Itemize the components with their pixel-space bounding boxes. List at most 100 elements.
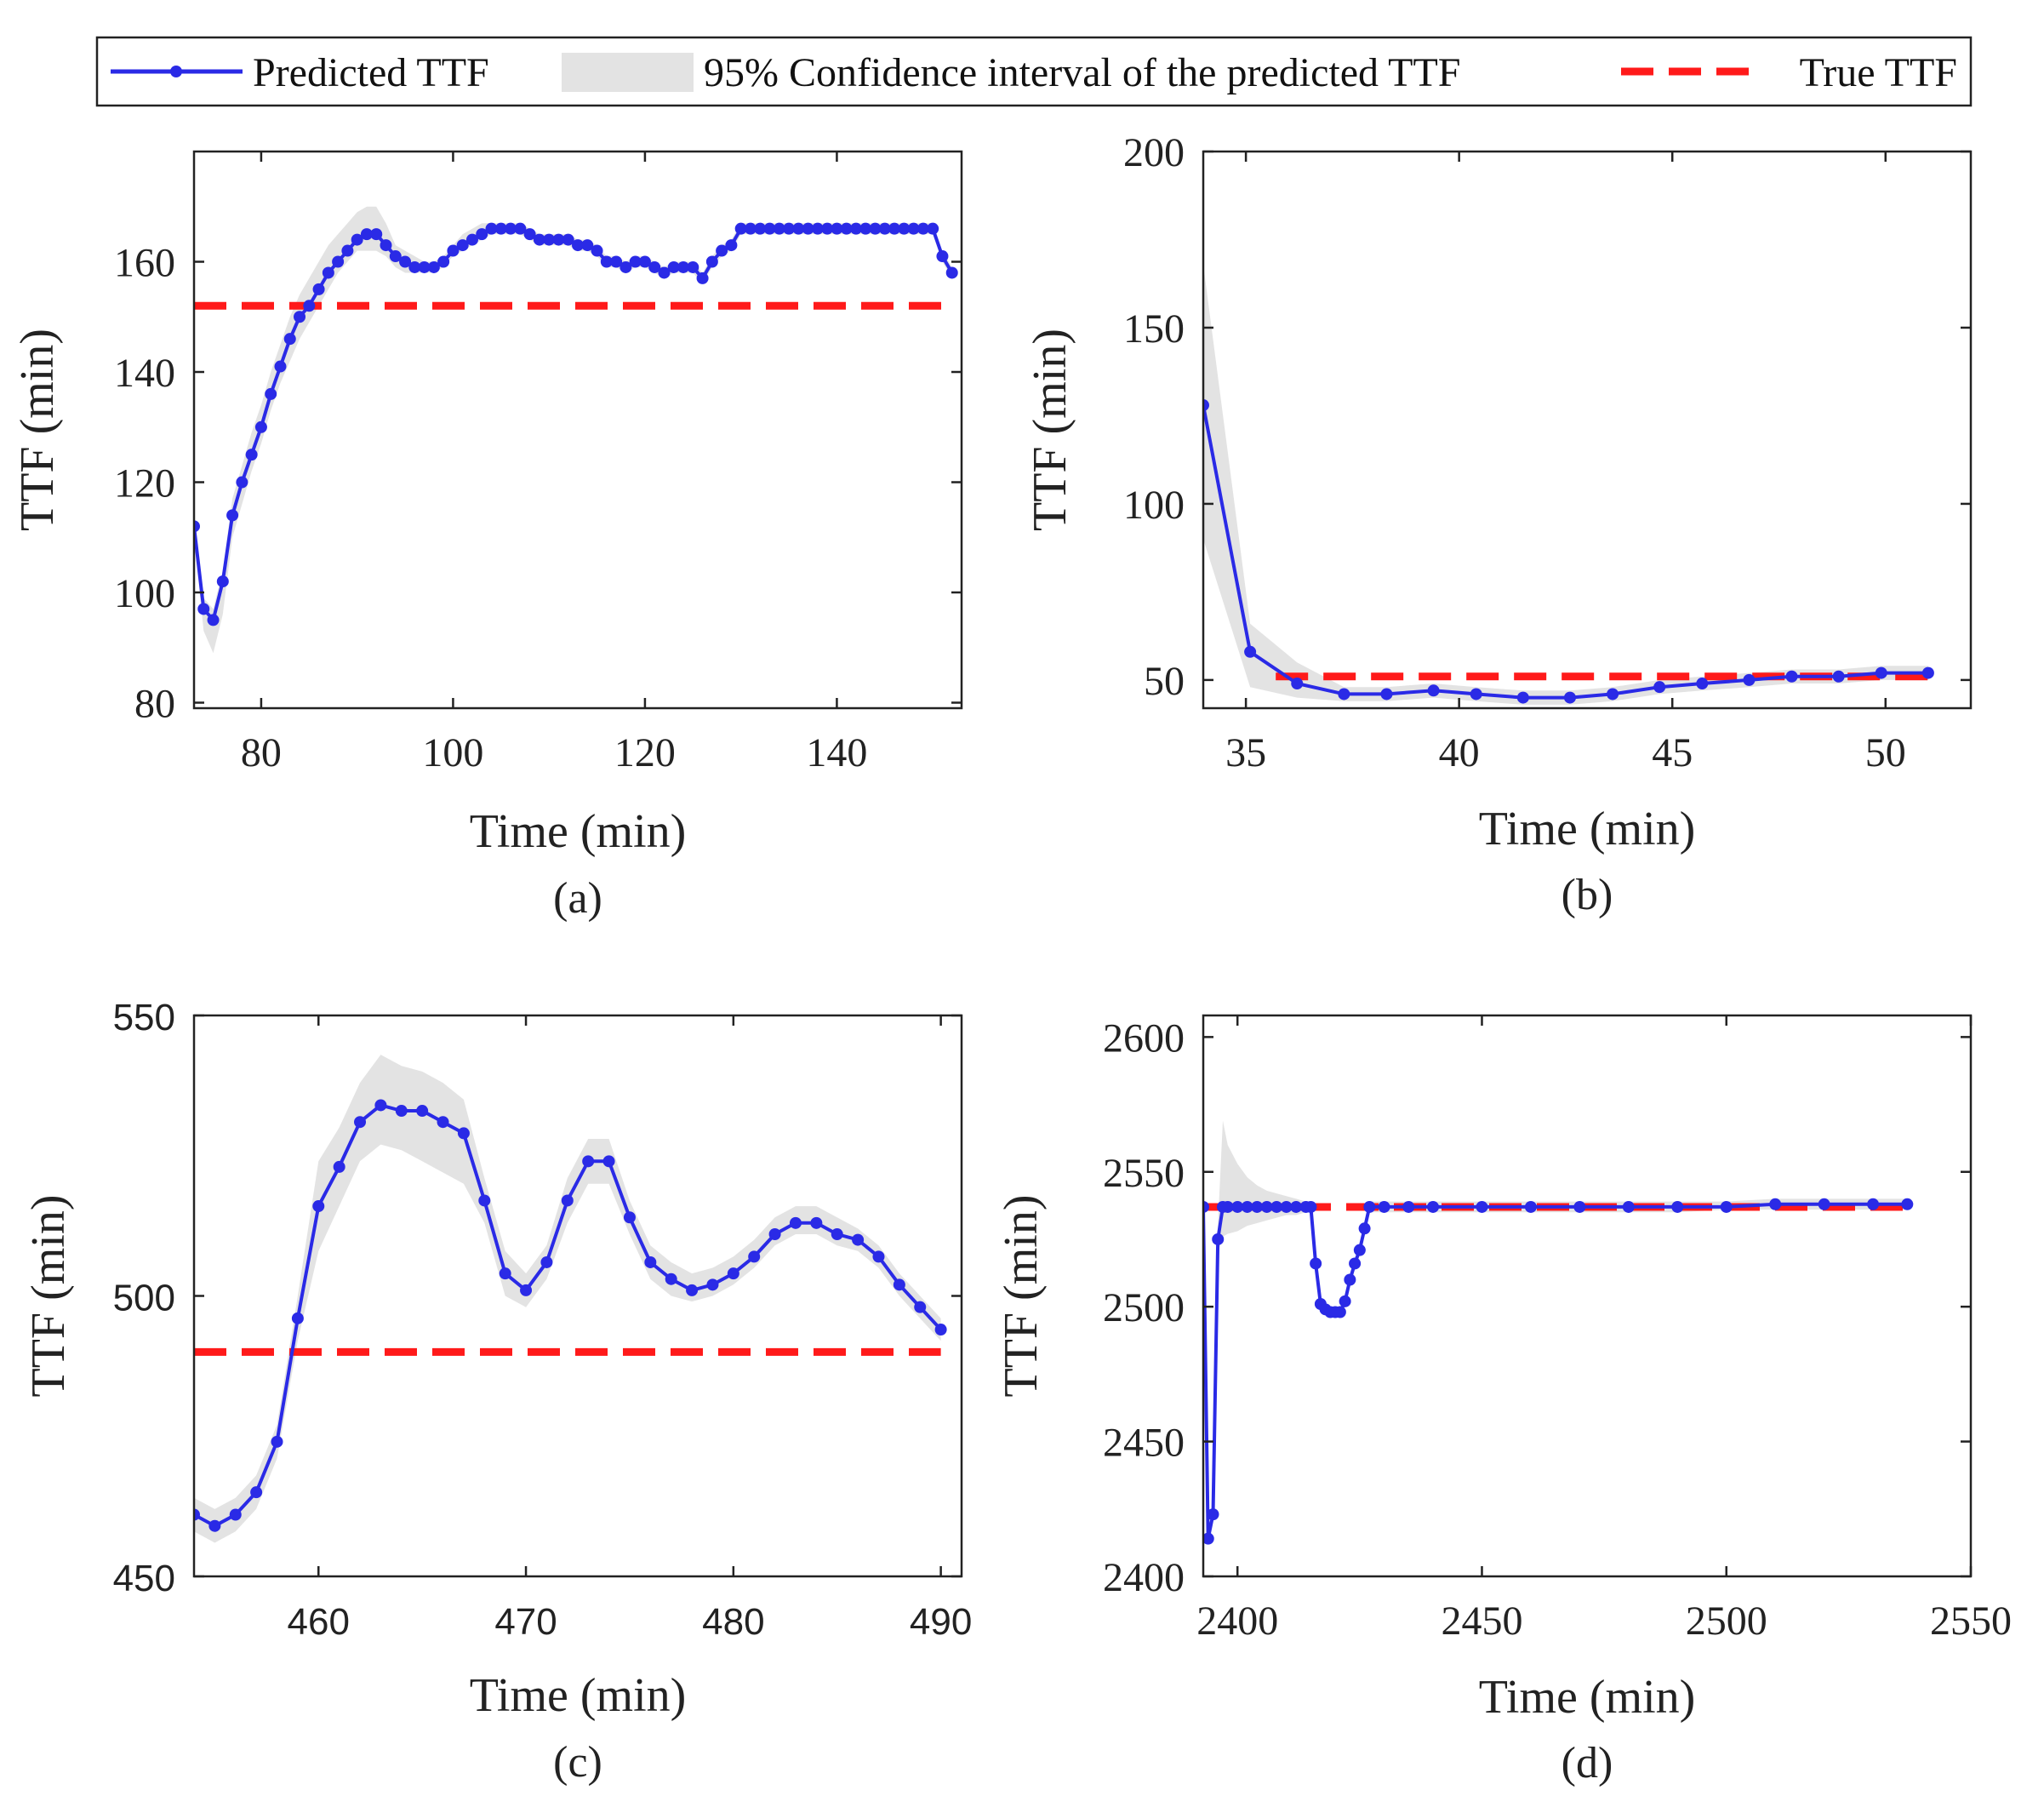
plot-area-c [194, 1015, 962, 1576]
y-tick-label-b-1: 100 [1123, 483, 1185, 528]
x-tick-label-d-1: 2450 [1441, 1599, 1522, 1644]
predicted-point-a-13 [312, 283, 325, 295]
predicted-point-a-74 [898, 222, 911, 235]
panel-label-a: (a) [553, 874, 602, 923]
predicted-point-d-27 [1378, 1200, 1390, 1213]
x-tick-label-a-3: 140 [806, 730, 867, 775]
predicted-point-c-35 [914, 1301, 927, 1313]
legend-box [95, 36, 1973, 107]
predicted-point-a-51 [677, 260, 690, 273]
predicted-point-d-39 [1901, 1198, 1914, 1210]
y-tick-label-d-3: 2550 [1103, 1151, 1185, 1196]
legend-ci-label: 95% Confidence interval of the predicted… [704, 50, 1461, 95]
axes-frame-a [192, 150, 963, 710]
panel-label-d: (d) [1562, 1739, 1613, 1787]
predicted-point-c-11 [416, 1105, 429, 1118]
y-tick-label-b-0: 50 [1144, 659, 1185, 704]
predicted-point-a-77 [927, 222, 939, 235]
predicted-point-c-9 [374, 1099, 387, 1112]
x-tick-label-d-2: 2500 [1686, 1599, 1767, 1644]
y-axis-label-d: TTF (min) [995, 1195, 1048, 1398]
legend-predicted-marker [170, 66, 182, 77]
predicted-point-a-0 [194, 520, 200, 533]
predicted-point-d-9 [1260, 1200, 1273, 1213]
y-tick-label-a-4: 160 [114, 241, 175, 286]
predicted-point-c-25 [706, 1278, 719, 1291]
predicted-point-a-17 [351, 233, 363, 246]
predicted-point-a-71 [869, 222, 882, 235]
predicted-point-d-31 [1524, 1200, 1537, 1213]
predicted-point-a-25 [427, 260, 440, 273]
predicted-point-a-37 [543, 233, 556, 246]
predicted-point-d-36 [1769, 1198, 1782, 1210]
predicted-point-b-13 [1785, 670, 1798, 683]
predicted-point-c-24 [686, 1284, 699, 1296]
predicted-point-a-32 [494, 222, 507, 235]
predicted-point-d-1 [1203, 1532, 1214, 1545]
predicted-point-a-62 [783, 222, 796, 235]
y-tick-label-a-0: 80 [134, 682, 175, 727]
predicted-point-b-11 [1696, 678, 1709, 690]
x-tick-label-c-3: 490 [910, 1601, 972, 1643]
predicted-point-b-12 [1743, 673, 1756, 686]
predicted-point-d-10 [1270, 1200, 1283, 1213]
predicted-point-a-27 [447, 244, 460, 257]
predicted-point-b-15 [1875, 666, 1887, 679]
predicted-point-a-65 [811, 222, 824, 235]
predicted-point-b-5 [1427, 684, 1440, 697]
predicted-point-c-23 [665, 1273, 677, 1285]
predicted-point-a-76 [916, 222, 929, 235]
predicted-point-a-75 [907, 222, 920, 235]
y-tick-label-b-3: 200 [1123, 130, 1185, 175]
y-tick-label-c-2: 550 [113, 997, 175, 1038]
predicted-point-a-40 [572, 239, 584, 252]
predicted-point-a-68 [840, 222, 853, 235]
predicted-point-a-22 [399, 255, 412, 268]
y-tick-label-d-0: 2400 [1103, 1555, 1185, 1600]
predicted-point-a-67 [831, 222, 843, 235]
x-tick-label-b-3: 50 [1865, 730, 1906, 775]
predicted-point-d-35 [1720, 1200, 1733, 1213]
y-tick-label-b-2: 150 [1123, 306, 1185, 352]
plot-content-b [1203, 264, 1934, 705]
predicted-point-c-32 [852, 1233, 865, 1246]
predicted-point-a-53 [696, 272, 709, 284]
predicted-point-a-59 [754, 222, 767, 235]
chart-c: 460 470 480 490 450 500 550 Time (min) TTF (min)… [22, 997, 972, 1787]
predicted-point-b-14 [1832, 670, 1845, 683]
legend-ci-swatch [562, 53, 694, 92]
x-tick-label-b-0: 35 [1225, 730, 1266, 775]
predicted-point-d-0 [1203, 1200, 1209, 1213]
predicted-point-d-23 [1349, 1257, 1362, 1270]
predicted-point-a-61 [773, 222, 785, 235]
chart-b: 35 40 45 50 50 100 150 200 Time (min) TTF (min) (b… [1024, 130, 1973, 919]
predicted-point-c-16 [520, 1284, 533, 1296]
predicted-point-c-33 [872, 1250, 885, 1263]
y-tick-label-d-4: 2600 [1103, 1015, 1185, 1061]
x-tick-label-d-3: 2550 [1930, 1599, 2012, 1644]
predicted-point-a-73 [888, 222, 901, 235]
plot-content-d [1203, 1120, 1914, 1545]
predicted-point-d-8 [1251, 1200, 1264, 1213]
predicted-point-a-14 [322, 266, 334, 279]
predicted-point-a-38 [552, 233, 565, 246]
predicted-point-a-24 [418, 260, 431, 273]
predicted-point-c-20 [602, 1155, 615, 1168]
predicted-point-a-48 [648, 260, 661, 273]
predicted-point-c-26 [727, 1267, 739, 1280]
predicted-point-a-69 [849, 222, 862, 235]
predicted-point-c-36 [934, 1324, 947, 1336]
panel-label-b: (b) [1562, 871, 1613, 919]
predicted-point-c-12 [437, 1116, 449, 1129]
predicted-point-b-6 [1470, 688, 1482, 701]
predicted-point-a-45 [619, 260, 632, 273]
x-axis-label-d: Time (min) [1479, 1671, 1696, 1724]
predicted-point-a-7 [254, 420, 267, 433]
predicted-point-d-7 [1241, 1200, 1253, 1213]
predicted-point-b-8 [1563, 691, 1576, 704]
y-tick-label-d-2: 2500 [1103, 1285, 1185, 1330]
predicted-point-a-30 [476, 228, 488, 241]
predicted-point-a-36 [533, 233, 545, 246]
predicted-point-d-21 [1339, 1295, 1351, 1307]
x-tick-label-d-0: 2400 [1196, 1599, 1278, 1644]
